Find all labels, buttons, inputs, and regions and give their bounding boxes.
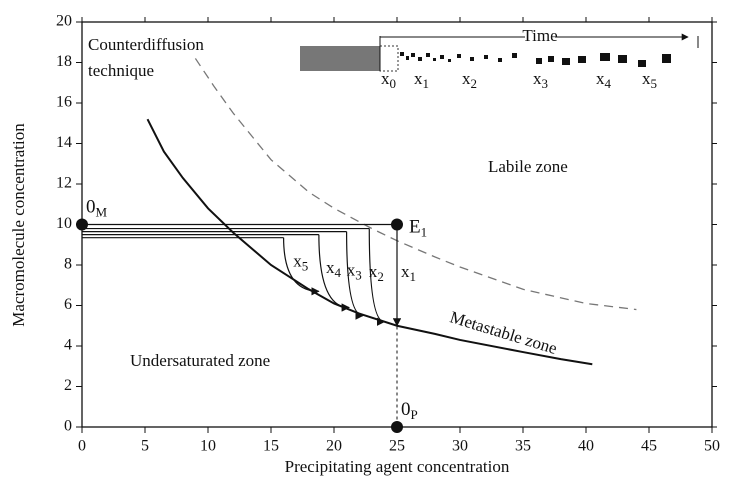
path-arrow: [346, 231, 364, 320]
y-tick-label: 12: [56, 175, 72, 192]
label-sub: 1: [423, 76, 430, 91]
label-sub: 2: [377, 269, 384, 284]
y-tick-label: 2: [64, 377, 72, 394]
y-tick-label: 20: [56, 13, 72, 30]
x-tick-label: 5: [141, 438, 149, 455]
label-main: 0: [401, 399, 411, 420]
label: E1: [409, 217, 427, 240]
time-label: Time: [522, 26, 557, 45]
x-tick-label: 0: [78, 438, 86, 455]
annotation: Undersaturated zone: [130, 351, 270, 370]
label-main: x: [401, 262, 410, 281]
point: [76, 218, 88, 231]
label-main: x: [642, 69, 651, 88]
path-arrow: [368, 228, 386, 326]
label: 0M: [86, 197, 108, 220]
label-main: x: [533, 69, 542, 88]
x-tick-label: 40: [578, 438, 594, 455]
x-tick-label: 35: [515, 438, 531, 455]
y-tick-label: 8: [64, 256, 72, 273]
x-tick-label: 30: [452, 438, 468, 455]
y-tick-label: 18: [56, 53, 72, 70]
label-main: x: [369, 262, 378, 281]
label: x0: [381, 69, 396, 91]
x-axis-label: Precipitating agent concentration: [285, 457, 510, 476]
point: [391, 421, 403, 433]
annotation: Counterdiffusion: [88, 35, 204, 54]
label-sub: 0: [390, 76, 397, 91]
label-main: x: [414, 69, 423, 88]
x-tick-label: 45: [641, 438, 657, 455]
x-tick-label: 15: [263, 438, 279, 455]
point: [391, 218, 403, 231]
label-main: x: [326, 258, 335, 277]
x-tick-label: 50: [704, 438, 720, 455]
annotation: Labile zone: [488, 157, 568, 176]
path-arrow: [318, 234, 350, 312]
label-main: x: [381, 69, 390, 88]
y-tick-label: 6: [64, 296, 72, 313]
label: x1: [401, 262, 416, 284]
curve: [194, 58, 637, 311]
y-tick-label: 4: [64, 337, 72, 354]
y-tick-label: 10: [56, 215, 72, 232]
y-axis-label: Macromolecule concentration: [9, 123, 28, 327]
label-sub: 4: [605, 76, 612, 91]
label: x2: [462, 69, 477, 91]
label-sub: 5: [302, 258, 309, 273]
annotation: technique: [88, 61, 154, 80]
label-sub: 1: [410, 269, 417, 284]
label-main: x: [293, 251, 302, 270]
label-main: x: [596, 69, 605, 88]
curve: [146, 118, 593, 366]
label-main: x: [347, 261, 356, 280]
x-tick-label: 20: [326, 438, 342, 455]
label: x1: [414, 69, 429, 91]
label-main: 0: [86, 197, 96, 218]
label-sub: 3: [542, 76, 549, 91]
label-sub: M: [96, 204, 108, 219]
label: x5: [642, 69, 657, 91]
label: x2: [369, 262, 384, 284]
y-tick-label: 14: [56, 134, 72, 151]
label-sub: 3: [355, 268, 362, 283]
label-sub: 4: [335, 265, 342, 280]
label-main: E: [409, 217, 421, 238]
path-arrow: [283, 237, 320, 296]
label: x5: [293, 251, 308, 273]
label-sub: P: [411, 407, 418, 422]
time-bar: [300, 33, 699, 72]
annotation: Metastable zone: [448, 307, 560, 358]
label: 0P: [401, 399, 418, 422]
label: x3: [533, 69, 548, 91]
label: x3: [347, 261, 362, 283]
x-tick-label: 25: [389, 438, 405, 455]
y-tick-label: 16: [56, 94, 72, 111]
x-tick-label: 10: [200, 438, 216, 455]
label-main: x: [462, 69, 471, 88]
label: x4: [596, 69, 612, 91]
label-sub: 1: [421, 224, 428, 239]
y-tick-label: 0: [64, 418, 72, 435]
label-sub: 2: [471, 76, 478, 91]
label: x4: [326, 258, 342, 280]
label-sub: 5: [651, 76, 658, 91]
